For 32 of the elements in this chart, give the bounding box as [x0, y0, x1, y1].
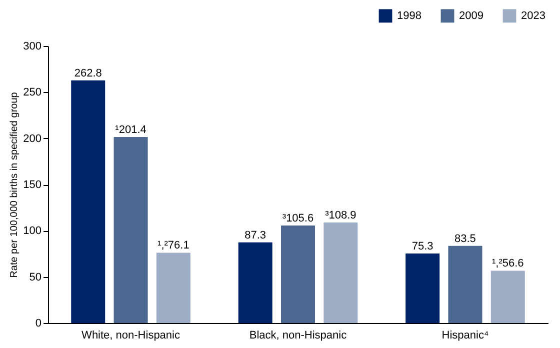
bar: [406, 253, 440, 323]
data-label: ¹201.4: [115, 124, 146, 136]
data-label: 87.3: [244, 229, 266, 242]
bar: [71, 80, 106, 323]
legend-label: 2009: [459, 10, 484, 22]
bar: [448, 246, 482, 323]
y-tick-label: 250: [23, 86, 42, 99]
y-tick-label: 150: [23, 179, 42, 191]
bar: [490, 270, 525, 323]
y-axis-title: Rate per 100,000 births in specified group: [9, 92, 20, 278]
data-label: ³105.6: [282, 212, 314, 224]
y-tick-label: 200: [23, 132, 42, 145]
legend-label: 1998: [397, 10, 422, 22]
y-tick-label: 0: [35, 318, 42, 330]
data-label: ¹,²76.1: [158, 240, 190, 252]
y-tick-label: 100: [23, 225, 42, 238]
bar: [238, 242, 272, 323]
bar: [324, 222, 358, 323]
bar: [114, 137, 148, 323]
data-label: 262.8: [74, 67, 102, 80]
bar: [156, 252, 190, 323]
bar: [281, 225, 315, 323]
data-label: 83.5: [454, 232, 476, 245]
x-tick-label: Hispanic⁴: [442, 330, 489, 342]
x-tick-label: Black, non-Hispanic: [249, 330, 348, 342]
y-tick-label: 50: [29, 271, 42, 284]
y-tick-label: 300: [23, 40, 42, 52]
data-label: 75.3: [412, 240, 434, 252]
legend-label: 2023: [521, 10, 546, 22]
x-tick-label: White, non-Hispanic: [82, 330, 180, 342]
data-label: ³108.9: [325, 209, 356, 222]
data-label: ¹,²56.6: [492, 258, 524, 270]
